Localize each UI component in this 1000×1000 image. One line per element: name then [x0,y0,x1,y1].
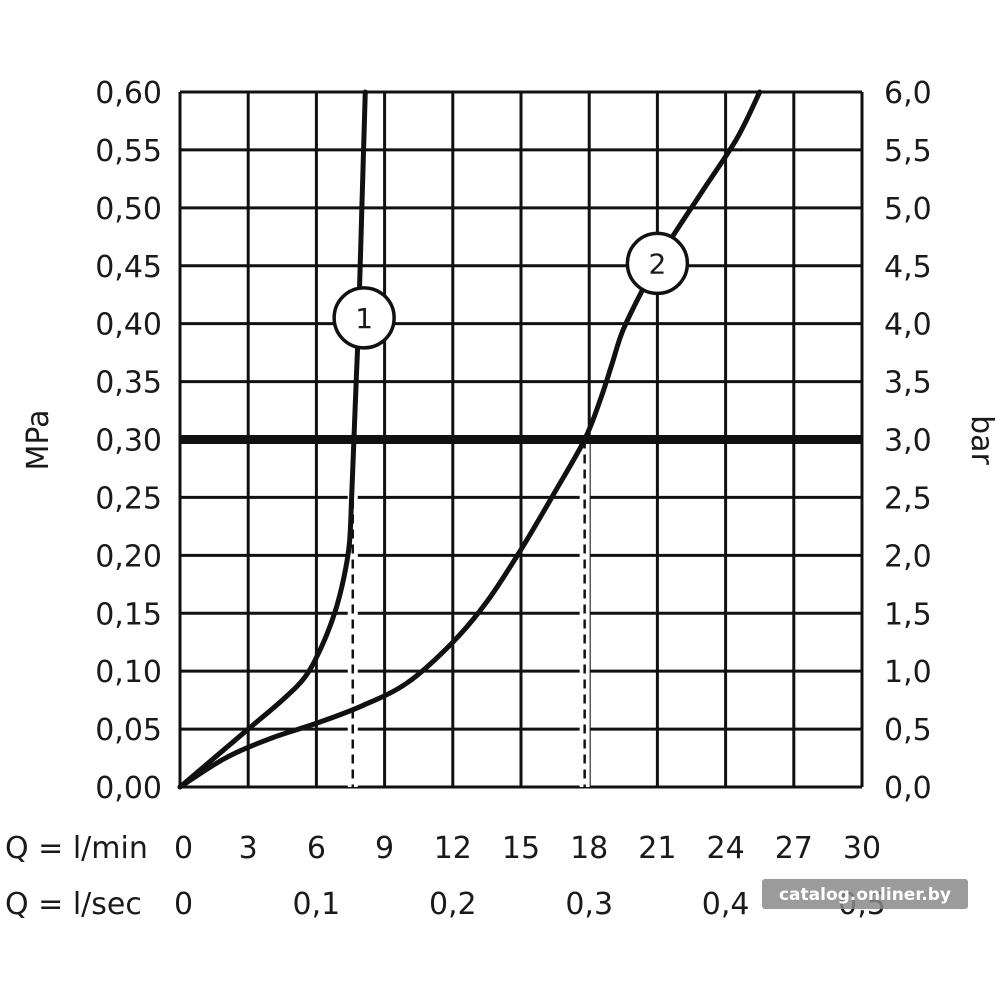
right-tick-label: 4,0 [884,308,932,343]
right-axis-title: bar [964,415,999,465]
right-tick-label: 0,0 [884,771,932,806]
x-tick-label-lmin: 18 [570,831,608,866]
left-axis-ticks: 0,00 0,05 0,10 0,15 0,20 0,25 0,30 0,35 0,40 0,45… [95,76,162,806]
x-tick-label-lsec: 0,3 [565,887,613,922]
right-tick-label: 5,5 [884,134,932,169]
left-tick-label: 0,30 [95,424,162,459]
left-tick-label: 0,25 [95,481,162,516]
left-tick-label: 0,00 [95,771,162,806]
left-tick-label: 0,35 [95,366,162,401]
right-tick-label: 0,5 [884,713,932,748]
left-tick-label: 0,55 [95,134,162,169]
watermark-text: catalog.onliner.by [779,885,951,905]
right-tick-label: 3,5 [884,366,932,401]
x-tick-label-lmin: 24 [707,831,745,866]
left-tick-label: 0,05 [95,713,162,748]
watermark: catalog.onliner.by [762,879,968,909]
left-tick-label: 0,20 [95,539,162,574]
series-marker-2 [625,231,690,296]
right-tick-label: 2,0 [884,539,932,574]
x-tick-label-lsec: 0,4 [702,887,750,922]
left-tick-label: 0,15 [95,597,162,632]
x-tick-label-lmin: 15 [502,831,540,866]
left-tick-label: 0,50 [95,192,162,227]
x-row2-label: Q = l/sec [5,887,142,922]
x-tick-label-lmin: 27 [775,831,813,866]
x-tick-label-lmin: 3 [239,831,258,866]
right-tick-label: 2,5 [884,481,932,516]
drop-lines [347,439,590,787]
right-tick-label: 3,0 [884,424,932,459]
x-tick-label-lsec: 0,2 [429,887,477,922]
x-tick-label-lsec: 0 [174,887,193,922]
left-axis-title: MPa [21,409,56,470]
right-axis-ticks: 0,0 0,5 1,0 1,5 2,0 2,5 3,0 3,5 4,0 4,5 5,0 5,5 6,0 [884,76,932,806]
right-tick-label: 1,0 [884,655,932,690]
x-tick-label-lsec: 0,1 [293,887,341,922]
right-tick-label: 6,0 [884,76,932,111]
series-marker-label-2: 2 [648,247,666,280]
series-markers: 12 [332,231,690,350]
right-tick-label: 5,0 [884,192,932,227]
left-tick-label: 0,60 [95,76,162,111]
right-tick-label: 1,5 [884,597,932,632]
series-marker-1 [332,286,396,350]
x-tick-label-lmin: 21 [638,831,676,866]
left-tick-label: 0,10 [95,655,162,690]
x-tick-label-lmin: 9 [375,831,394,866]
x-row1-label: Q = l/min [5,831,148,866]
x-tick-label-lmin: 30 [843,831,881,866]
x-tick-label-lmin: 6 [307,831,326,866]
x-tick-label-lmin: 0 [174,831,193,866]
series-marker-label-1: 1 [355,302,373,335]
left-tick-label: 0,40 [95,308,162,343]
left-tick-label: 0,45 [95,250,162,285]
x-tick-label-lmin: 12 [434,831,472,866]
right-tick-label: 4,5 [884,250,932,285]
